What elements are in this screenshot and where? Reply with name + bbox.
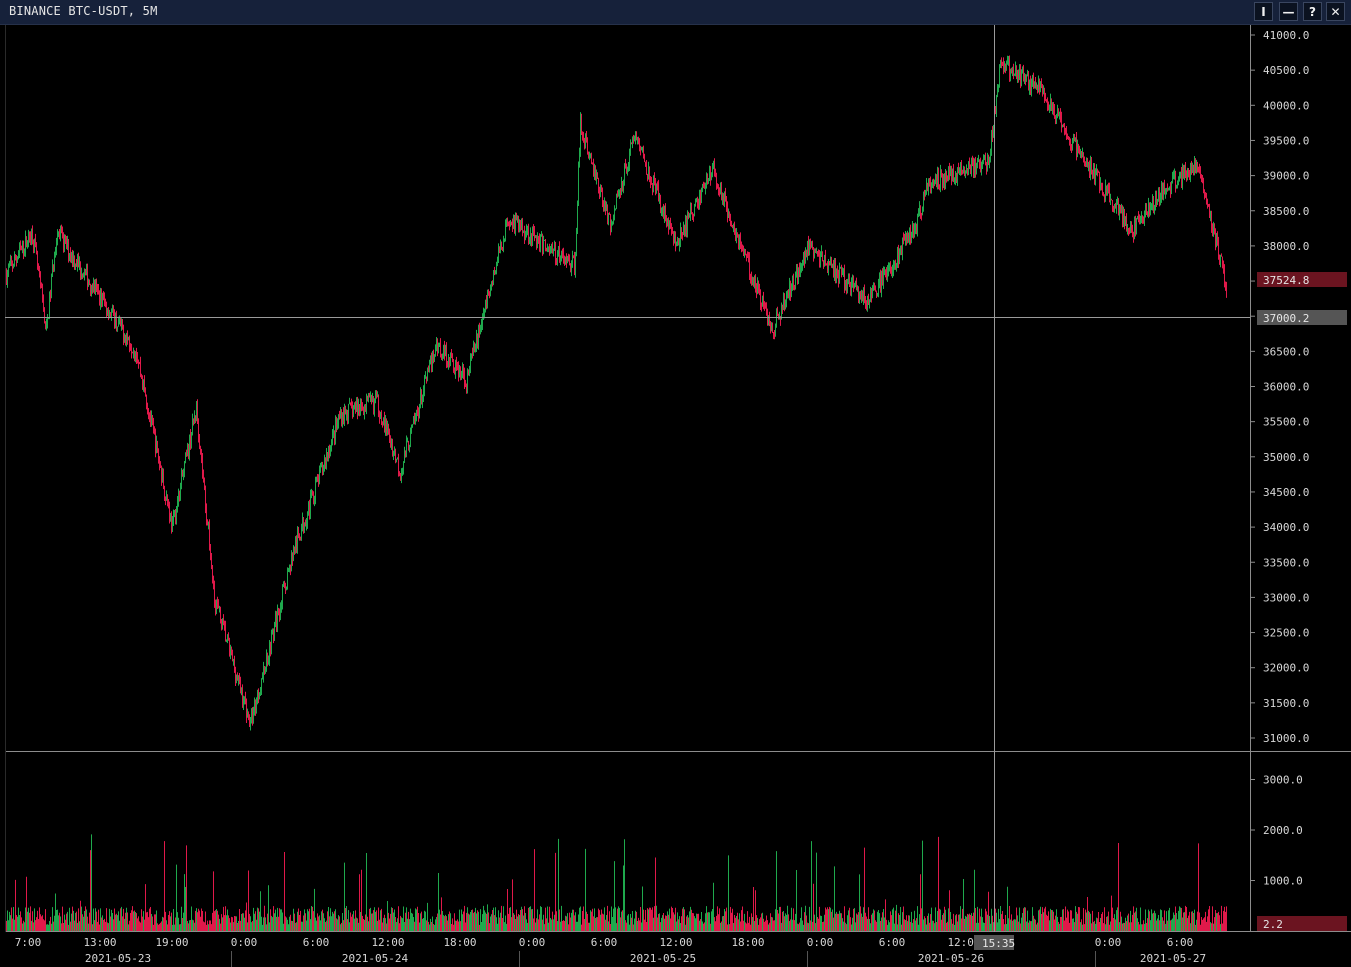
- last-price-badge: [1257, 272, 1347, 287]
- time-tick-label: 0:00: [1095, 936, 1122, 949]
- chart-title: BINANCE BTC-USDT, 5M: [9, 4, 158, 18]
- cursor-price-label: 37000.2: [1263, 312, 1309, 325]
- price-tick-label: 35500.0: [1263, 416, 1309, 429]
- date-label: 2021-05-24: [342, 952, 409, 965]
- time-tick-label: 18:00: [443, 936, 476, 949]
- time-tick-label: 18:00: [731, 936, 764, 949]
- cursor-price-badge: [1257, 310, 1347, 325]
- price-tick-label: 40500.0: [1263, 64, 1309, 77]
- price-tick-label: 36000.0: [1263, 381, 1309, 394]
- time-axis[interactable]: 7:00 13:00 19:00 0:00 6:00 12:00 18:00 0:00 6:00…: [15, 936, 1206, 967]
- price-tick-label: 40000.0: [1263, 99, 1309, 112]
- time-tick-label: 6:00: [303, 936, 330, 949]
- time-tick-label: 6:00: [591, 936, 618, 949]
- price-tick-label: 38500.0: [1263, 205, 1309, 218]
- title-bar: BINANCE BTC-USDT, 5M I — ? ✕: [0, 0, 1351, 25]
- last-volume-label: 2.2: [1263, 918, 1283, 931]
- date-label: 2021-05-26: [918, 952, 984, 965]
- price-tick-label: 39500.0: [1263, 134, 1309, 147]
- date-label: 2021-05-27: [1140, 952, 1206, 965]
- cursor-time-badge: [974, 935, 1014, 950]
- price-tick-label: 33000.0: [1263, 591, 1309, 604]
- date-label: 2021-05-23: [85, 952, 151, 965]
- time-tick-label: 12:00: [371, 936, 404, 949]
- cursor-time-label: 15:35: [982, 937, 1015, 950]
- price-tick-label: 38000.0: [1263, 240, 1309, 253]
- volume-tick-label: 1000.0: [1263, 875, 1303, 888]
- last-volume-badge: [1257, 916, 1347, 931]
- close-button[interactable]: ✕: [1326, 2, 1345, 21]
- price-tick-label: 39000.0: [1263, 170, 1309, 183]
- price-tick-label: 33500.0: [1263, 556, 1309, 569]
- minimize-button[interactable]: —: [1279, 2, 1298, 21]
- help-button[interactable]: ?: [1303, 2, 1322, 21]
- time-tick-label: 19:00: [155, 936, 188, 949]
- volume-tick-label: 2000.0: [1263, 824, 1303, 837]
- time-tick-label: 0:00: [519, 936, 546, 949]
- volume-axis[interactable]: 3000.0 2000.0 1000.0: [1250, 774, 1303, 888]
- volume-pane[interactable]: [6, 834, 1227, 931]
- price-tick-label: 41000.0: [1263, 29, 1309, 42]
- time-tick-label: 12:00: [659, 936, 692, 949]
- price-pane[interactable]: [6, 55, 1227, 731]
- price-tick-label: 36500.0: [1263, 345, 1309, 358]
- indicator-button[interactable]: I: [1254, 2, 1273, 21]
- price-tick-label: 35000.0: [1263, 451, 1309, 464]
- price-tick-label: 32500.0: [1263, 627, 1309, 640]
- time-tick-label: 0:00: [807, 936, 834, 949]
- time-tick-label: 13:00: [83, 936, 116, 949]
- price-tick-label: 32000.0: [1263, 662, 1309, 675]
- time-tick-label: 12:00: [947, 936, 980, 949]
- time-tick-label: 0:00: [231, 936, 258, 949]
- price-tick-label: 31500.0: [1263, 697, 1309, 710]
- price-tick-label: 34500.0: [1263, 486, 1309, 499]
- last-price-label: 37524.8: [1263, 274, 1309, 287]
- time-tick-label: 7:00: [15, 936, 42, 949]
- time-tick-label: 6:00: [879, 936, 906, 949]
- candlestick-chart[interactable]: 41000.0 40500.0 40000.0 39500.0 39000.0 38500…: [0, 25, 1351, 967]
- price-tick-label: 34000.0: [1263, 521, 1309, 534]
- price-tick-label: 31000.0: [1263, 732, 1309, 745]
- time-tick-label: 6:00: [1167, 936, 1194, 949]
- price-axis[interactable]: 41000.0 40500.0 40000.0 39500.0 39000.0 38500…: [1250, 29, 1309, 745]
- date-label: 2021-05-25: [630, 952, 696, 965]
- volume-tick-label: 3000.0: [1263, 774, 1303, 787]
